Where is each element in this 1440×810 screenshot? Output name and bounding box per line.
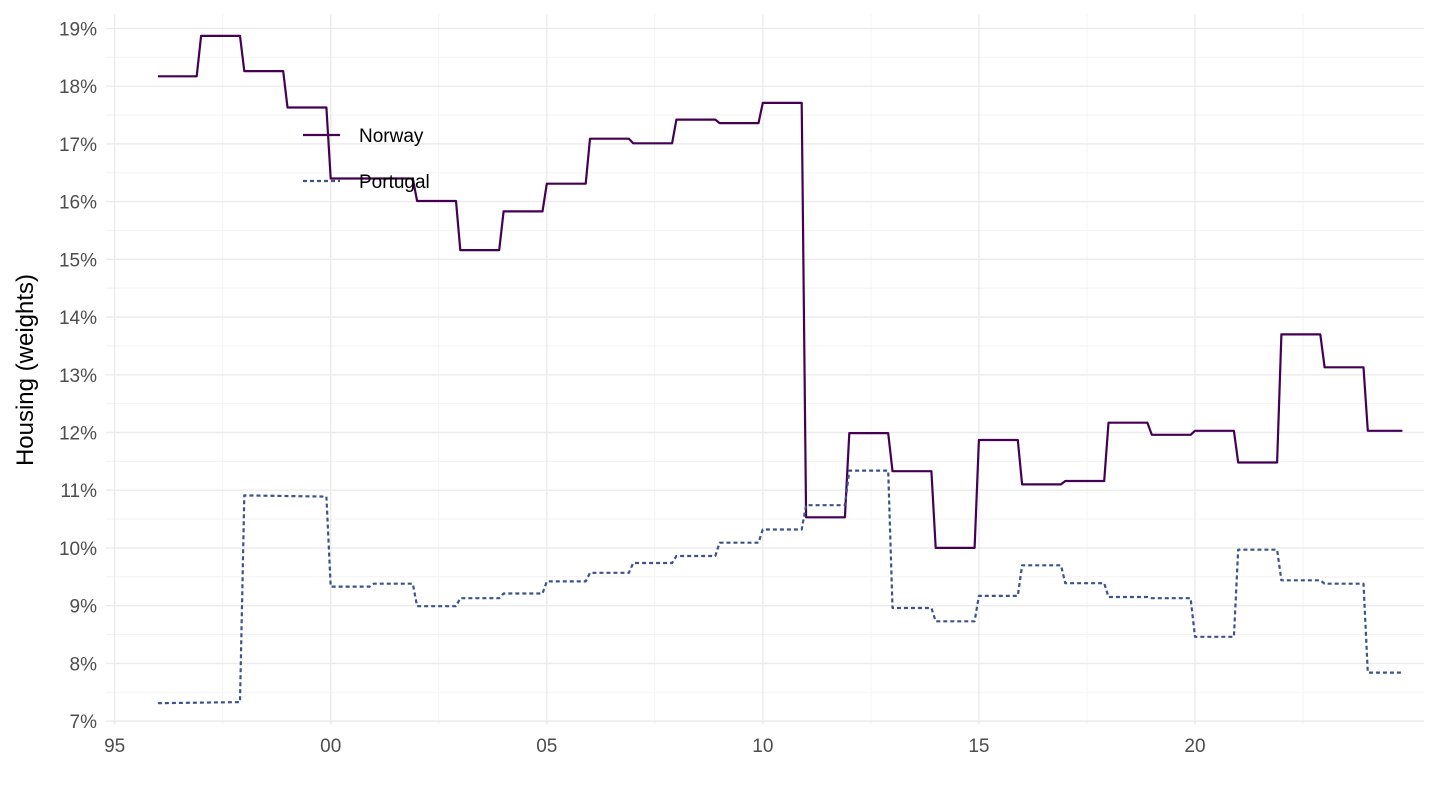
y-tick-label: 7% [70, 712, 98, 733]
y-tick-label: 10% [59, 539, 97, 560]
y-axis-tick-labels: 7% 8% 9% 10% 11% 12% 13% 14% 15% 16% 17% 18% 19% [59, 19, 97, 733]
y-tick-label: 13% [59, 366, 97, 387]
x-tick-label: 10 [752, 736, 773, 757]
series-line-portugal [157, 469, 1403, 705]
y-tick-label: 12% [59, 423, 97, 444]
y-tick-label: 18% [59, 77, 97, 98]
x-tick-label: 05 [536, 736, 557, 757]
x-tick-label: 15 [968, 736, 989, 757]
y-tick-label: 19% [59, 19, 97, 40]
x-tick-label: 95 [104, 736, 125, 757]
y-axis-label: Housing (weights) [12, 274, 39, 466]
y-tick-label: 16% [59, 193, 97, 214]
y-tick-label: 17% [59, 135, 97, 156]
y-tick-label: 14% [59, 308, 97, 329]
legend-label-norway: Norway [359, 126, 424, 147]
x-axis-tick-labels: 95 00 05 10 15 20 [104, 736, 1205, 757]
series-line-norway [157, 34, 1403, 549]
y-tick-label: 8% [70, 654, 98, 675]
y-tick-label: 9% [70, 597, 98, 618]
x-tick-label: 00 [320, 736, 341, 757]
legend-label-portugal: Portugal [359, 172, 430, 193]
y-tick-label: 15% [59, 250, 97, 271]
series-lines [157, 34, 1403, 705]
legend: Norway Portugal [303, 126, 430, 193]
minor-gridlines [106, 14, 1424, 724]
y-tick-label: 11% [60, 481, 97, 502]
major-gridlines [106, 14, 1424, 724]
x-tick-label: 20 [1184, 736, 1205, 757]
